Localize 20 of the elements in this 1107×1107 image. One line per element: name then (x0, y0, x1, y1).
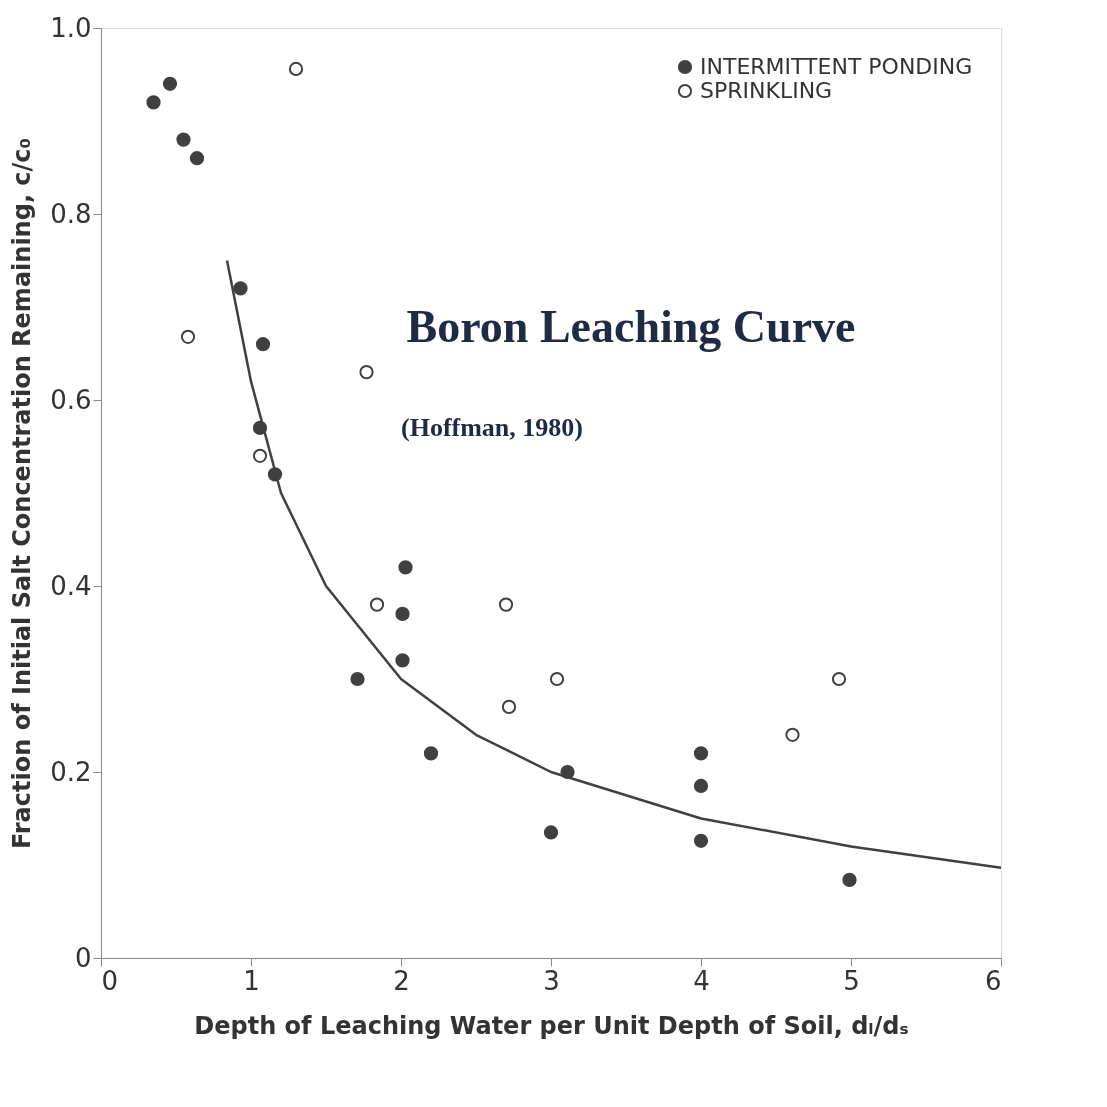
x-tick-label: 6 (984, 965, 1002, 996)
x-tick-label: 1 (243, 965, 260, 996)
y-tick-label: 0.8 (50, 198, 92, 229)
y-axis-title: Fraction of Initial Salt Concentration Remaining, c/c₀ (8, 137, 37, 850)
x-tick-label: 3 (543, 965, 560, 996)
legend-label: INTERMITTENT PONDING (700, 54, 973, 79)
annotation: (Hoffman, 1980) (401, 413, 583, 442)
line-series (225, 259, 1003, 870)
x-tick-label: 0 (101, 965, 119, 996)
y-tick-label: 1.0 (50, 12, 92, 43)
x-tick-label: 4 (693, 965, 710, 996)
y-tick-label: 0 (74, 942, 92, 973)
y-tick-label: 0.2 (50, 756, 92, 787)
x-tick-label: 2 (393, 965, 410, 996)
y-tick-label: 0.6 (50, 384, 92, 415)
legend-label: SPRINKLING (700, 78, 833, 103)
x-axis-title: Depth of Leaching Water per Unit Depth of Soil, dₗ/dₛ (194, 1011, 909, 1040)
y-tick-label: 0.4 (50, 570, 92, 601)
x-tick-label: 5 (843, 965, 860, 996)
annotation: Boron Leaching Curve (406, 301, 856, 352)
